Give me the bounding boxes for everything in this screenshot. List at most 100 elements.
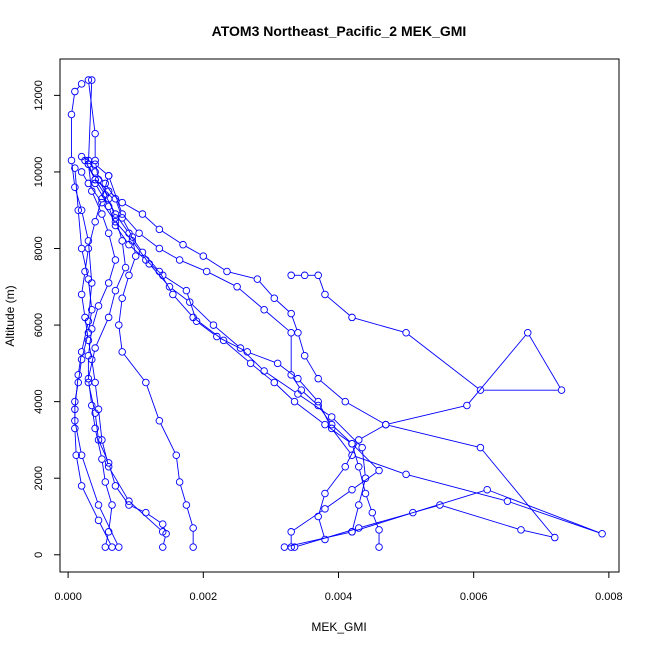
profile-segment bbox=[347, 402, 384, 424]
profile-segment bbox=[198, 322, 215, 335]
profile-segment bbox=[276, 300, 290, 312]
profile-segment bbox=[146, 385, 159, 418]
data-point bbox=[84, 237, 93, 245]
profile-segment bbox=[529, 335, 561, 388]
data-point bbox=[88, 306, 96, 314]
profile-segment bbox=[165, 276, 184, 290]
profile-segment bbox=[171, 288, 188, 301]
data-point bbox=[111, 286, 120, 295]
data-point bbox=[476, 443, 485, 452]
data-point bbox=[77, 451, 86, 459]
profile-segment bbox=[287, 532, 349, 547]
profile-segment bbox=[101, 462, 106, 479]
data-point bbox=[91, 129, 99, 138]
profile-segment bbox=[187, 293, 196, 319]
profile-segment bbox=[359, 469, 366, 491]
data-point bbox=[77, 355, 86, 364]
profile-segment bbox=[117, 223, 131, 239]
data-point bbox=[94, 501, 103, 509]
profile-segment bbox=[162, 249, 177, 259]
profile-segment bbox=[327, 491, 350, 508]
data-point bbox=[348, 313, 356, 322]
profile-segment bbox=[296, 403, 323, 423]
data-point bbox=[77, 482, 86, 490]
data-point bbox=[84, 156, 93, 165]
data-point bbox=[98, 455, 106, 463]
data-point bbox=[121, 263, 130, 272]
profile-segment bbox=[291, 316, 298, 330]
profile-segment bbox=[102, 217, 108, 231]
data-point bbox=[382, 420, 390, 429]
data-point bbox=[101, 478, 110, 486]
x-tick-label: 0.006 bbox=[460, 591, 488, 603]
profile-segment bbox=[205, 257, 225, 271]
profile-7 bbox=[84, 160, 559, 551]
profile-segment bbox=[299, 380, 317, 400]
profile-segment bbox=[82, 335, 89, 357]
x-axis: 0.000 0.002 0.004 0.006 0.008 bbox=[54, 571, 623, 603]
profile-segment bbox=[109, 465, 115, 483]
profile-segment bbox=[186, 508, 193, 525]
data-point bbox=[72, 451, 80, 459]
data-point bbox=[108, 501, 116, 509]
profile-segment bbox=[524, 530, 552, 538]
data-point bbox=[84, 76, 93, 84]
profile-segment bbox=[327, 426, 350, 443]
data-point bbox=[145, 260, 153, 268]
profile-segment bbox=[147, 261, 161, 274]
profile-segment bbox=[361, 505, 437, 528]
profile-segment bbox=[118, 301, 123, 322]
data-point bbox=[223, 267, 231, 276]
profile-segment bbox=[144, 215, 158, 228]
profile-segment bbox=[88, 224, 95, 246]
profile-segment bbox=[176, 458, 180, 479]
y-tick-label: 4000 bbox=[33, 389, 45, 413]
profile-segment bbox=[151, 265, 168, 285]
data-point bbox=[108, 543, 116, 551]
y-tick-label: 0 bbox=[33, 552, 45, 558]
data-point bbox=[94, 516, 103, 525]
data-point bbox=[402, 328, 410, 337]
chart-title: ATOM3 Northeast_Pacific_2 MEK_GMI bbox=[212, 23, 467, 39]
profile-segment bbox=[96, 320, 108, 346]
profile-segment bbox=[106, 197, 115, 212]
data-point bbox=[175, 478, 184, 486]
profile-segment bbox=[239, 288, 262, 308]
data-point bbox=[74, 206, 83, 214]
profile-segment bbox=[81, 213, 89, 238]
data-point bbox=[236, 344, 245, 352]
profile-segment bbox=[88, 343, 92, 357]
profile-4 bbox=[81, 156, 383, 551]
profile-segment bbox=[82, 174, 88, 181]
profile-segment bbox=[318, 278, 325, 292]
data-point bbox=[77, 152, 86, 161]
profile-segment bbox=[75, 423, 82, 453]
profile-segment bbox=[89, 167, 95, 177]
data-point bbox=[189, 543, 197, 551]
profile-segment bbox=[362, 450, 366, 475]
profile-segment bbox=[354, 445, 378, 469]
profile-segment bbox=[354, 455, 404, 474]
data-point bbox=[233, 283, 241, 291]
profile-segment bbox=[122, 278, 129, 296]
data-point bbox=[375, 543, 383, 551]
data-point bbox=[219, 336, 228, 345]
data-point bbox=[598, 529, 606, 538]
data-point bbox=[104, 172, 113, 180]
profile-segment bbox=[71, 163, 75, 185]
profile-segment bbox=[95, 385, 99, 407]
profile-segment bbox=[89, 163, 94, 170]
profile-segment bbox=[99, 507, 118, 545]
profile-segment bbox=[293, 510, 323, 531]
profile-segment bbox=[88, 167, 92, 188]
profile-segment bbox=[266, 311, 289, 331]
data-point bbox=[98, 198, 106, 207]
profile-segment bbox=[81, 251, 89, 277]
data-point bbox=[463, 401, 471, 410]
profile-segment bbox=[219, 337, 245, 351]
profile-segment bbox=[109, 209, 115, 223]
profile-segment bbox=[333, 426, 350, 442]
profile-segment bbox=[78, 355, 82, 372]
